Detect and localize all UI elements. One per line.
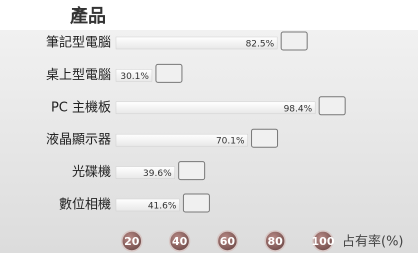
product-icon [252,129,278,147]
chart: 產品 占有率(%) 20 40 60 80 100 筆記型電腦 82.5% 桌上型電腦 30.1… [0,0,418,253]
x-tick-label: 40 [172,235,188,248]
product-icon [319,97,345,115]
header-band [0,0,418,30]
x-tick-label: 20 [124,235,140,248]
product-icon [281,32,307,50]
product-icon [156,64,182,82]
y-tick-label: 光碟機 [72,165,111,180]
value-label: 70.1% [216,137,245,147]
y-tick-label: 數位相機 [59,198,111,213]
value-label: 39.6% [143,169,172,179]
x-tick-label: 80 [268,235,284,248]
x-axis-label: 占有率(%) [342,234,404,250]
chart-title: 產品 [70,5,106,27]
x-tick-label: 60 [220,235,236,248]
y-tick-label: 液晶顯示器 [46,133,111,148]
y-tick-label: 桌上型電腦 [46,68,111,83]
x-tick-label: 100 [312,235,335,248]
value-label: 30.1% [120,72,149,82]
value-label: 98.4% [284,104,313,114]
product-icon [183,194,209,212]
value-label: 41.6% [148,202,177,212]
y-tick-label: 筆記型電腦 [46,35,111,51]
y-tick-label: PC 主機板 [51,100,111,115]
value-label: 82.5% [246,40,275,50]
product-icon [179,162,205,180]
